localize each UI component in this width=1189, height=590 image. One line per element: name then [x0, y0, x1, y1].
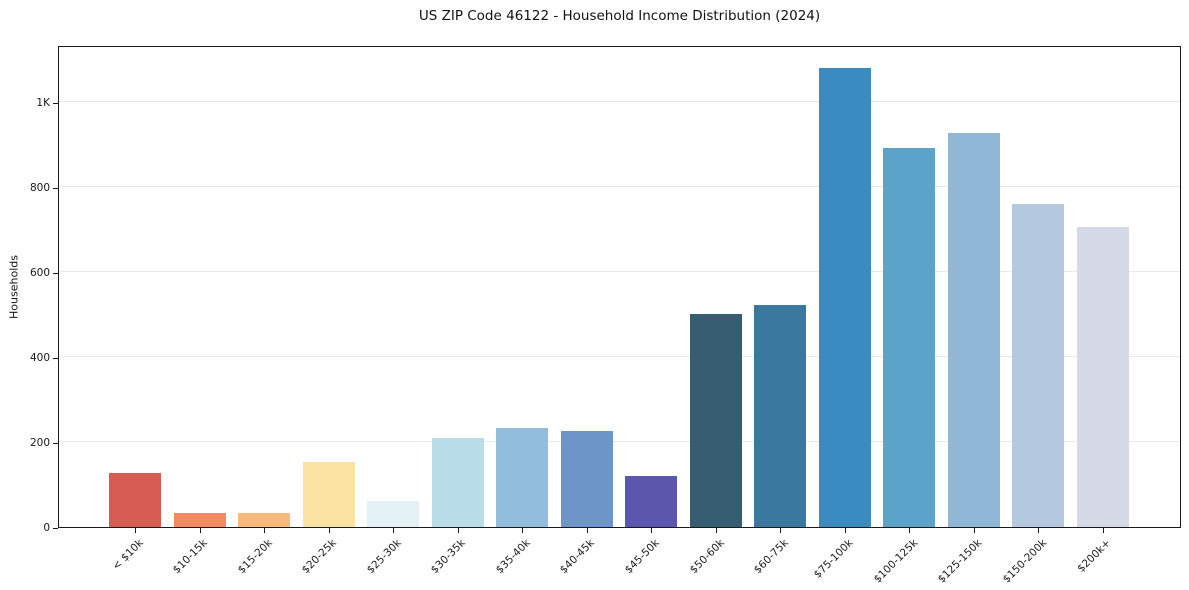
gridline-1K — [59, 100, 1180, 102]
x-tick-label: $25-30k — [364, 537, 404, 577]
bar-$125-150k — [947, 132, 1000, 527]
x-tick-mark — [328, 528, 330, 533]
x-tick-mark — [909, 528, 911, 533]
x-tick-label: $35-40k — [493, 537, 533, 577]
x-tick-mark — [973, 528, 975, 533]
x-tick-mark — [1103, 528, 1104, 533]
x-tick-mark — [522, 528, 524, 533]
x-tick-label: $20-25k — [300, 537, 340, 577]
x-tick-label: $75-100k — [811, 537, 856, 581]
x-tick-mark — [135, 528, 136, 533]
y-tick-label: 200 — [29, 436, 50, 449]
bar-$30-35k — [431, 437, 484, 527]
y-tick-label: 800 — [29, 181, 50, 194]
bar-$150-200k — [1012, 203, 1065, 527]
x-tick-label: $40-45k — [558, 537, 598, 577]
y-tick-label: 1K — [36, 96, 50, 109]
bar-$35-40k — [496, 427, 549, 527]
x-tick-label: $200k+ — [1075, 537, 1114, 575]
y-tick-mark-0 — [53, 528, 58, 529]
y-tick-label: 0 — [43, 522, 50, 534]
bar-$50-60k — [689, 314, 742, 527]
x-tick-label: $100-125k — [871, 537, 920, 586]
y-tick-mark-400 — [53, 357, 58, 359]
x-tick-mark — [264, 528, 266, 533]
y-tick-mark-1K — [53, 102, 58, 104]
gridline-200 — [59, 441, 1180, 442]
x-tick-mark — [780, 528, 782, 533]
chart-title: US ZIP Code 46122 - Household Income Dis… — [418, 8, 821, 24]
y-tick-mark-800 — [53, 187, 58, 189]
bar-< $10k — [109, 473, 161, 527]
x-tick-label: < $10k — [109, 537, 146, 573]
x-tick-mark — [844, 528, 846, 533]
plot-area — [58, 46, 1181, 528]
bar-$25-30k — [367, 500, 420, 527]
x-tick-label: $15-20k — [235, 537, 275, 577]
x-tick-label: $30-35k — [429, 537, 469, 577]
x-tick-mark — [651, 528, 653, 533]
x-tick-label: $50-60k — [687, 537, 727, 577]
bar-$200k+ — [1077, 226, 1129, 527]
x-tick-mark — [457, 528, 459, 533]
bar-$40-45k — [560, 430, 613, 527]
bar-$15-20k — [238, 512, 291, 527]
x-tick-label: $60-75k — [751, 537, 791, 577]
bar-$10-15k — [173, 512, 226, 527]
x-tick-mark — [586, 528, 588, 533]
gridline-400 — [59, 355, 1180, 357]
y-tick-label: 400 — [29, 351, 50, 364]
x-tick-mark — [199, 528, 201, 533]
x-tick-mark — [1038, 528, 1040, 533]
bar-$45-50k — [625, 476, 678, 527]
y-axis-label: Households — [7, 255, 21, 319]
gridline-600 — [59, 270, 1180, 272]
bar-$20-25k — [302, 461, 355, 527]
bar-$75-100k — [818, 67, 871, 527]
bar-$100-125k — [883, 147, 936, 527]
x-tick-label: $125-150k — [935, 537, 985, 586]
x-tick-label: $10-15k — [170, 537, 211, 577]
x-tick-label: $150-200k — [1000, 537, 1049, 586]
y-tick-label: 600 — [29, 266, 50, 279]
x-tick-mark — [715, 528, 717, 533]
gridline-800 — [59, 185, 1180, 187]
x-tick-label: $45-50k — [622, 537, 662, 577]
x-tick-mark — [393, 528, 395, 533]
y-tick-mark-200 — [53, 442, 58, 444]
y-tick-mark-600 — [53, 272, 58, 274]
bar-$60-75k — [754, 305, 807, 527]
